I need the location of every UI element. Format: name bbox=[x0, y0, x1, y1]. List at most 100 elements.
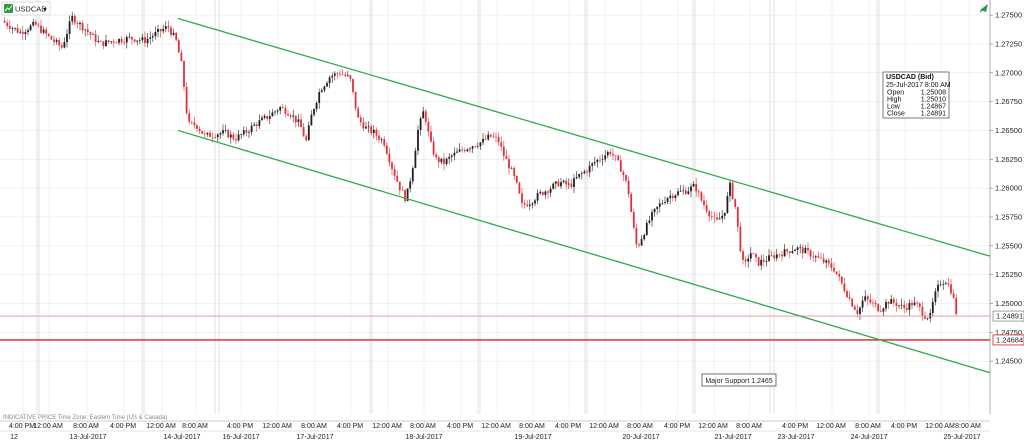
ohlc-open-value: 1.25008 bbox=[921, 90, 946, 97]
time-tick-label: 4:00 PM bbox=[227, 423, 253, 430]
ohlc-close-value: 1.24891 bbox=[921, 111, 946, 118]
candle bbox=[383, 136, 386, 148]
candle bbox=[27, 27, 29, 36]
candle bbox=[430, 125, 432, 144]
candle bbox=[42, 26, 45, 35]
candle bbox=[887, 300, 890, 309]
candle bbox=[40, 19, 42, 35]
candle bbox=[500, 136, 503, 152]
candle bbox=[352, 78, 354, 95]
time-axis[interactable]: 4:00 PM 12:00 AM 8:00 AM 4:00 PM 12:00 AM 8:0… bbox=[9, 421, 981, 431]
candle bbox=[437, 155, 440, 169]
candle bbox=[94, 29, 97, 47]
support-annotation[interactable]: Major Support 1.2465 bbox=[701, 373, 777, 387]
candle bbox=[131, 36, 133, 46]
candle bbox=[60, 42, 63, 50]
candle bbox=[73, 13, 76, 26]
candle bbox=[175, 31, 178, 42]
candle bbox=[443, 153, 445, 171]
support-annotation-text: Major Support 1.2465 bbox=[705, 378, 772, 385]
candle bbox=[167, 20, 170, 33]
candle bbox=[661, 199, 664, 205]
candle bbox=[138, 37, 141, 45]
candle bbox=[869, 293, 872, 305]
pin-icon[interactable] bbox=[979, 4, 988, 13]
candle bbox=[609, 148, 612, 157]
candle bbox=[326, 80, 328, 88]
candle bbox=[107, 39, 110, 44]
candle bbox=[606, 150, 609, 159]
time-tick-label: 12:00 AM bbox=[925, 423, 955, 430]
candle bbox=[892, 296, 895, 307]
candle bbox=[903, 300, 906, 314]
candle bbox=[521, 188, 523, 209]
date-tick-label: 23-Jul-2017 bbox=[778, 434, 815, 441]
candle bbox=[814, 254, 817, 263]
candle bbox=[934, 287, 937, 306]
candle bbox=[79, 21, 81, 31]
candle bbox=[469, 146, 471, 153]
candle bbox=[190, 120, 193, 125]
candle bbox=[812, 251, 815, 262]
candle bbox=[313, 108, 315, 117]
date-axis[interactable]: 12 13-Jul-2017 14-Jul-2017 16-Jul-2017 17-Ju… bbox=[10, 434, 980, 441]
candle bbox=[786, 248, 789, 256]
channel-lower-line[interactable] bbox=[177, 129, 991, 374]
candle bbox=[193, 116, 196, 129]
candle bbox=[110, 41, 113, 45]
time-tick-label: 8:00 AM bbox=[410, 423, 436, 430]
ohlc-title: USDCAD (Bid) bbox=[886, 74, 934, 81]
time-tick-label: 8:00 AM bbox=[736, 423, 762, 430]
date-tick-label: 21-Jul-2017 bbox=[715, 434, 752, 441]
candle bbox=[544, 189, 547, 199]
candle bbox=[281, 103, 284, 109]
time-tick-label: 4:00 PM bbox=[447, 423, 473, 430]
time-tick-label: 12:00 AM bbox=[262, 423, 292, 430]
price-tick-label: 1.27000 bbox=[995, 68, 1022, 77]
channel-upper-line[interactable] bbox=[177, 17, 991, 257]
candle bbox=[258, 114, 261, 129]
candle bbox=[671, 193, 674, 202]
candle bbox=[744, 256, 747, 267]
price-tick-label: 1.26500 bbox=[995, 126, 1022, 135]
time-tick-label: 4:00 PM bbox=[555, 423, 581, 430]
candle bbox=[172, 28, 175, 36]
candle bbox=[307, 121, 310, 142]
candle bbox=[164, 21, 167, 33]
ohlc-box-frame bbox=[882, 71, 950, 119]
time-tick-label: 12:00 AM bbox=[589, 423, 619, 430]
candle bbox=[851, 297, 854, 308]
candle bbox=[357, 106, 360, 118]
candle bbox=[497, 132, 500, 146]
price-tick-label: 1.27250 bbox=[995, 39, 1022, 48]
candle bbox=[515, 175, 518, 184]
candle bbox=[827, 257, 830, 267]
current-price-value: 1.24891 bbox=[996, 312, 1023, 321]
candle bbox=[471, 145, 474, 154]
candle bbox=[788, 250, 791, 259]
symbol-selector[interactable]: USDCAD ▾ bbox=[1, 1, 51, 16]
candle bbox=[34, 19, 37, 26]
candle bbox=[539, 189, 542, 195]
candle bbox=[232, 132, 235, 142]
candle bbox=[84, 28, 87, 37]
candle bbox=[801, 244, 804, 259]
candle bbox=[198, 126, 201, 135]
candle bbox=[271, 108, 274, 117]
candle bbox=[955, 294, 958, 316]
symbol-name: USDCAD bbox=[15, 5, 47, 14]
candle bbox=[378, 130, 380, 144]
candle bbox=[674, 194, 677, 202]
candle bbox=[154, 26, 157, 40]
candle bbox=[157, 24, 159, 38]
candle bbox=[346, 70, 349, 78]
price-axis[interactable]: 1.27500 1.27250 1.27000 1.26750 1.26500 1.262… bbox=[990, 11, 1022, 366]
candle bbox=[578, 173, 581, 180]
candle bbox=[159, 28, 162, 38]
candle bbox=[19, 28, 22, 34]
candle bbox=[879, 305, 882, 313]
candle bbox=[528, 199, 531, 211]
candle bbox=[11, 26, 14, 34]
candle bbox=[99, 39, 102, 42]
